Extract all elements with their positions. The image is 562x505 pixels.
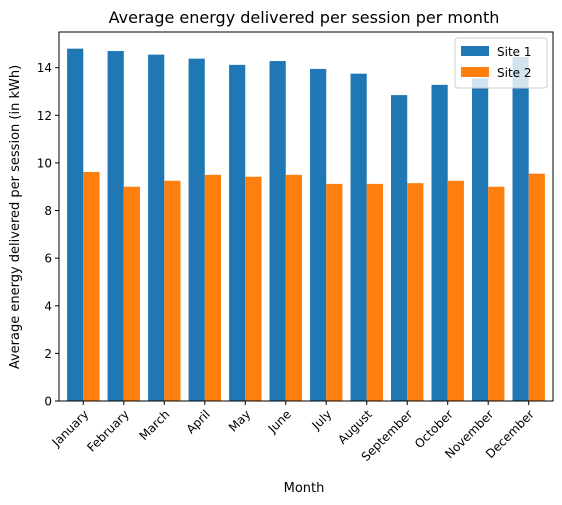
bar-site2-september [407,183,424,401]
bar-site1-march [148,54,165,402]
plot-frame [58,31,554,402]
x-tick-label-june: June [265,407,294,436]
bar-site2-july [326,183,343,401]
bar-site1-december [512,57,529,401]
bar-site2-january [83,171,100,401]
y-tick-label: 8 [44,204,52,218]
x-tick-label-april: April [184,407,213,436]
y-tick-label: 14 [37,61,52,75]
bar-site2-august [366,183,383,401]
bar-site2-october [447,180,464,401]
y-tick-label: 4 [44,299,52,313]
y-tick-label: 2 [44,347,52,361]
legend-label-site2: Site 2 [497,66,532,80]
legend-swatch-site2 [461,67,489,77]
bar-site1-november [472,78,489,402]
bar-site1-february [107,51,124,402]
x-tick-label-august: August [335,407,375,447]
bar-site2-february [123,186,140,401]
y-tick-label: 6 [44,252,52,266]
bar-site1-september [391,95,408,401]
bar-site2-december [528,173,545,401]
bar-site1-january [67,48,84,401]
y-tick-label: 0 [44,395,52,409]
x-axis-label: Month [284,481,325,496]
legend-swatch-site1 [461,46,489,56]
y-axis-label: Average energy delivered per session (in… [8,65,23,369]
bar-site2-november [488,186,505,401]
bar-site1-april [188,58,205,401]
x-tick-label-march: March [137,407,173,443]
bar-site1-july [310,68,327,402]
bar-site1-june [269,61,286,401]
bar-site2-may [245,176,262,401]
bar-site2-april [204,174,221,401]
x-tick-label-february: February [84,407,132,455]
bar-site2-june [285,174,302,401]
y-tick-label: 12 [37,109,52,123]
bar-site1-october [431,84,448,401]
y-tick-label: 10 [37,156,52,170]
x-tick-label-july: July [308,407,334,433]
chart-title: Average energy delivered per session per… [109,8,500,27]
y-axis: 0 2 4 6 8 10 12 14 [37,61,59,409]
bar-site1-may [229,64,246,401]
legend-label-site1: Site 1 [497,45,532,59]
bar-site2-march [164,180,181,401]
bar-site1-august [350,73,367,401]
legend: Site 1 Site 2 [454,37,548,89]
bars-group [67,48,545,402]
x-tick-label-may: May [226,407,253,434]
